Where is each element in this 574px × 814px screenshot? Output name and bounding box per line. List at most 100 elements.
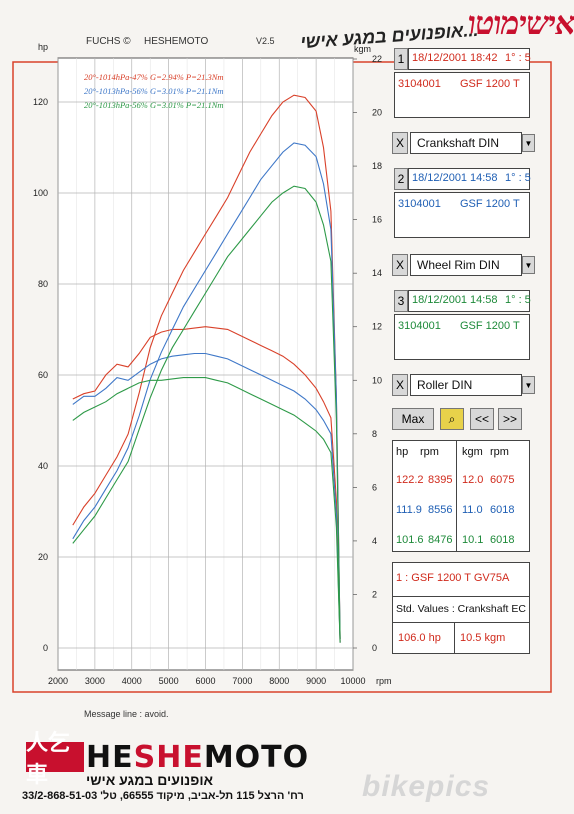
run-date: 18/12/2001 — [412, 52, 468, 64]
run-time: 18:42 — [470, 52, 498, 64]
max-table — [392, 440, 530, 552]
max-button[interactable]: Max — [392, 408, 434, 430]
logo-he: HE — [86, 740, 134, 775]
search-icon[interactable]: ⌕ — [440, 408, 464, 430]
legend-entry: 20°-1013hPa-56% G=3.01% P=21.1Nm — [84, 86, 224, 96]
x-tick-label: 6000 — [195, 676, 215, 686]
y-tick-label-left: 120 — [33, 97, 48, 107]
y-tick-label-right: 2 — [372, 589, 377, 599]
y-tick-label-right: 22 — [372, 54, 382, 64]
max-kgm: 12.0 — [462, 474, 484, 486]
run-code: 3104001 — [398, 78, 441, 90]
prev-button[interactable]: << — [470, 408, 494, 430]
max-hp: 111.9 — [396, 504, 422, 516]
chevron-down-icon[interactable]: ▼ — [522, 376, 535, 394]
std-divider-3 — [454, 622, 455, 654]
run-info-box — [394, 72, 530, 118]
run-info-box — [394, 192, 530, 238]
x-tick-label: 7000 — [232, 676, 252, 686]
mode-x-button[interactable]: X — [392, 254, 408, 276]
std-values-box — [392, 562, 530, 654]
y-tick-label-left: 100 — [33, 188, 48, 198]
mode-select[interactable]: Wheel Rim DIN — [410, 254, 522, 276]
run-header-box — [408, 168, 530, 190]
y-tick-label-right: 4 — [372, 536, 377, 546]
std-kgm: 10.5 kgm — [460, 632, 506, 644]
footer-hebrew-slogan: אופנועים במגע אישי — [86, 772, 214, 788]
y-tick-label-right: 10 — [372, 375, 382, 385]
y-tick-label-right: 18 — [372, 161, 382, 171]
std-label: Std. Values : Crankshaft EC 95/1 — [396, 603, 528, 615]
x-tick-label: 4000 — [122, 676, 142, 686]
mode-x-button[interactable]: X — [392, 132, 408, 154]
max-table-header: kgm — [462, 446, 483, 458]
run-bike: GSF 1200 T — [460, 320, 520, 332]
y-tick-label-left: 60 — [38, 370, 48, 380]
max-table-header: rpm — [420, 446, 439, 458]
y-axis-label-right: kgm — [354, 44, 371, 54]
company-label: HESHEMOTO — [144, 36, 209, 47]
max-hp-rpm: 8395 — [428, 474, 453, 486]
y-tick-label-left: 80 — [38, 279, 48, 289]
power-curve — [72, 142, 341, 639]
max-kgm-rpm: 6018 — [490, 504, 515, 516]
x-tick-label: 10000 — [340, 676, 365, 686]
x-tick-label: 9000 — [306, 676, 326, 686]
message-line: Message line : avoid. — [84, 709, 169, 719]
mode-select[interactable]: Roller DIN — [410, 374, 522, 396]
fuchs-label: FUCHS © — [86, 36, 131, 47]
y-tick-label-right: 16 — [372, 215, 382, 225]
max-table-header: hp — [396, 446, 409, 458]
version-label: V2.5 — [256, 36, 275, 46]
max-hp-rpm: 8476 — [428, 534, 453, 546]
run-bike: GSF 1200 T — [460, 78, 520, 90]
max-table-header: rpm — [490, 446, 509, 458]
mode-x-button[interactable]: X — [392, 374, 408, 396]
run-ratio: 1° : 5 — [505, 294, 531, 306]
run-ratio: 1° : 5 — [505, 172, 531, 184]
max-table-divider — [456, 440, 457, 552]
mode-select[interactable]: Crankshaft DIN — [410, 132, 522, 154]
chevron-down-icon[interactable]: ▼ — [522, 134, 535, 152]
y-tick-label-right: 0 — [372, 643, 377, 653]
y-tick-label-left: 20 — [38, 552, 48, 562]
footer-address: רח' הרצל 115 תל-אביב, מיקוד 66555, טל' 3… — [22, 790, 304, 802]
run-code: 3104001 — [398, 198, 441, 210]
legend-entry: 20°-1014hPa-47% G=2.94% P=21.3Nm — [84, 72, 224, 82]
bikepics-watermark: bikepics — [362, 770, 491, 803]
next-button[interactable]: >> — [498, 408, 522, 430]
run-bike: GSF 1200 T — [460, 198, 520, 210]
max-kgm-rpm: 6018 — [490, 534, 515, 546]
chevron-down-icon[interactable]: ▼ — [522, 256, 535, 274]
max-kgm-rpm: 6075 — [490, 474, 515, 486]
run-date: 18/12/2001 — [412, 294, 468, 306]
x-tick-label: 3000 — [85, 676, 105, 686]
max-hp: 101.6 — [396, 534, 424, 546]
logo-she: SHE — [133, 740, 204, 775]
x-tick-label: 2000 — [48, 676, 68, 686]
y-axis-label-left: hp — [38, 42, 48, 52]
run-code: 3104001 — [398, 320, 441, 332]
logo-moto: MOTO — [203, 740, 310, 775]
power-curve — [72, 185, 341, 639]
run-number[interactable]: 2 — [394, 168, 408, 190]
x-tick-label: 8000 — [269, 676, 289, 686]
y-tick-label-right: 6 — [372, 482, 377, 492]
max-kgm: 11.0 — [462, 504, 483, 516]
std-vehicle: 1 : GSF 1200 T GV75A — [396, 572, 510, 584]
std-hp: 106.0 hp — [398, 632, 441, 644]
kanji-logo: 人乞車 — [26, 731, 84, 788]
y-tick-label-left: 40 — [38, 461, 48, 471]
torque-curve — [72, 352, 341, 643]
max-hp: 122.2 — [396, 474, 424, 486]
x-tick-label: 5000 — [159, 676, 179, 686]
y-tick-label-right: 20 — [372, 108, 382, 118]
torque-curve — [72, 326, 341, 643]
run-number[interactable]: 1 — [394, 48, 408, 70]
run-number[interactable]: 3 — [394, 290, 408, 312]
y-tick-label-right: 14 — [372, 268, 382, 278]
heshemoto-logo: HESHEMOTO — [86, 740, 309, 775]
run-ratio: 1° : 5 — [505, 52, 531, 64]
run-time: 14:58 — [470, 172, 498, 184]
run-header-box — [408, 290, 530, 312]
